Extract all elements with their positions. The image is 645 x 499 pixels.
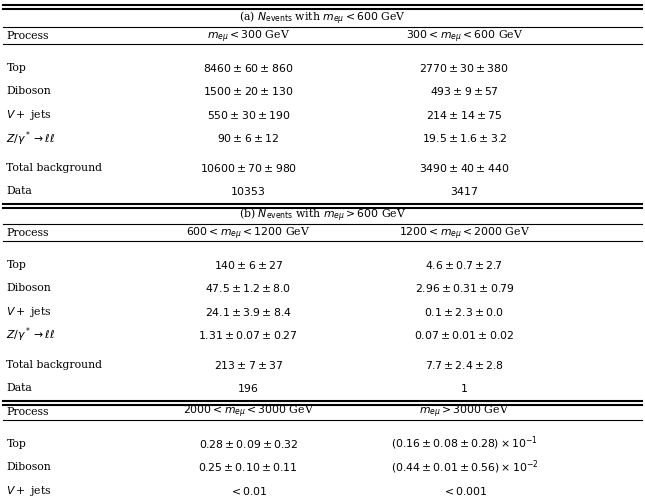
Text: Top: Top <box>6 63 26 73</box>
Text: $24.1 \pm 3.9 \pm 8.4$: $24.1 \pm 3.9 \pm 8.4$ <box>205 306 292 318</box>
Text: $Z/\gamma^* \rightarrow \ell\ell$: $Z/\gamma^* \rightarrow \ell\ell$ <box>6 129 55 148</box>
Text: (b) $N_{\mathrm{events}}$ with $m_{e\mu} > 600$ GeV: (b) $N_{\mathrm{events}}$ with $m_{e\mu}… <box>239 207 406 224</box>
Text: $3490 \pm 40 \pm 440$: $3490 \pm 40 \pm 440$ <box>419 162 510 174</box>
Text: Top: Top <box>6 439 26 449</box>
Text: $213 \pm 7 \pm 37$: $213 \pm 7 \pm 37$ <box>213 359 283 371</box>
Text: $0.25 \pm 0.10 \pm 0.11$: $0.25 \pm 0.10 \pm 0.11$ <box>199 461 298 473</box>
Text: $2.96 \pm 0.31 \pm 0.79$: $2.96 \pm 0.31 \pm 0.79$ <box>415 282 514 294</box>
Text: $196$: $196$ <box>237 382 259 394</box>
Text: Total background: Total background <box>6 360 103 370</box>
Text: $550 \pm 30 \pm 190$: $550 \pm 30 \pm 190$ <box>206 109 290 121</box>
Text: Total background: Total background <box>6 163 103 173</box>
Text: $214 \pm 14 \pm 75$: $214 \pm 14 \pm 75$ <box>426 109 502 121</box>
Text: $V +$ jets: $V +$ jets <box>6 305 52 319</box>
Text: $1500 \pm 20 \pm 130$: $1500 \pm 20 \pm 130$ <box>203 85 293 97</box>
Text: $1$: $1$ <box>461 382 468 394</box>
Text: $(0.44 \pm 0.01 \pm 0.56) \times 10^{-2}$: $(0.44 \pm 0.01 \pm 0.56) \times 10^{-2}… <box>391 458 538 476</box>
Text: $V +$ jets: $V +$ jets <box>6 108 52 122</box>
Text: $Z/\gamma^* \rightarrow \ell\ell$: $Z/\gamma^* \rightarrow \ell\ell$ <box>6 326 55 344</box>
Text: $1200 < m_{e\mu} < 2000$ GeV: $1200 < m_{e\mu} < 2000$ GeV <box>399 225 530 242</box>
Text: $1.31 \pm 0.07 \pm 0.27$: $1.31 \pm 0.07 \pm 0.27$ <box>199 329 298 341</box>
Text: Diboson: Diboson <box>6 86 51 96</box>
Text: $0.1 \pm 2.3 \pm 0.0$: $0.1 \pm 2.3 \pm 0.0$ <box>424 306 504 318</box>
Text: $600 < m_{e\mu} < 1200$ GeV: $600 < m_{e\mu} < 1200$ GeV <box>186 225 310 242</box>
Text: Top: Top <box>6 260 26 270</box>
Text: Diboson: Diboson <box>6 462 51 472</box>
Text: $19.5 \pm 1.6 \pm 3.2$: $19.5 \pm 1.6 \pm 3.2$ <box>421 132 508 144</box>
Text: $493 \pm 9 \pm 57$: $493 \pm 9 \pm 57$ <box>430 85 499 97</box>
Text: $0.07 \pm 0.01 \pm 0.02$: $0.07 \pm 0.01 \pm 0.02$ <box>414 329 515 341</box>
Text: $< 0.001$: $< 0.001$ <box>442 485 487 497</box>
Text: $4.6 \pm 0.7 \pm 2.7$: $4.6 \pm 0.7 \pm 2.7$ <box>426 259 503 271</box>
Text: $47.5 \pm 1.2 \pm 8.0$: $47.5 \pm 1.2 \pm 8.0$ <box>205 282 292 294</box>
Text: Diboson: Diboson <box>6 283 51 293</box>
Text: $8460 \pm 60 \pm 860$: $8460 \pm 60 \pm 860$ <box>203 62 293 74</box>
Text: (a) $N_{\mathrm{events}}$ with $m_{e\mu} < 600$ GeV: (a) $N_{\mathrm{events}}$ with $m_{e\mu}… <box>239 10 406 27</box>
Text: Data: Data <box>6 186 32 196</box>
Text: $V +$ jets: $V +$ jets <box>6 484 52 498</box>
Text: Process: Process <box>6 407 49 417</box>
Text: $m_{e\mu} > 3000$ GeV: $m_{e\mu} > 3000$ GeV <box>419 404 510 421</box>
Text: Process: Process <box>6 31 49 41</box>
Text: $140 \pm 6 \pm 27$: $140 \pm 6 \pm 27$ <box>213 259 283 271</box>
Text: $2770 \pm 30 \pm 380$: $2770 \pm 30 \pm 380$ <box>419 62 510 74</box>
Text: $m_{e\mu} < 300$ GeV: $m_{e\mu} < 300$ GeV <box>207 28 290 44</box>
Text: Process: Process <box>6 229 49 239</box>
Text: $10600 \pm 70 \pm 980$: $10600 \pm 70 \pm 980$ <box>200 162 297 174</box>
Text: $90 \pm 6 \pm 12$: $90 \pm 6 \pm 12$ <box>217 132 279 144</box>
Text: $2000 < m_{e\mu} < 3000$ GeV: $2000 < m_{e\mu} < 3000$ GeV <box>183 404 314 421</box>
Text: $3417$: $3417$ <box>450 185 479 197</box>
Text: $< 0.01$: $< 0.01$ <box>229 485 268 497</box>
Text: Data: Data <box>6 383 32 393</box>
Text: $(0.16 \pm 0.08 \pm 0.28) \times 10^{-1}$: $(0.16 \pm 0.08 \pm 0.28) \times 10^{-1}… <box>391 435 538 453</box>
Text: $300 < m_{e\mu} < 600$ GeV: $300 < m_{e\mu} < 600$ GeV <box>406 28 523 44</box>
Text: $0.28 \pm 0.09 \pm 0.32$: $0.28 \pm 0.09 \pm 0.32$ <box>199 438 298 450</box>
Text: $7.7 \pm 2.4 \pm 2.8$: $7.7 \pm 2.4 \pm 2.8$ <box>425 359 504 371</box>
Text: $10353$: $10353$ <box>230 185 266 197</box>
